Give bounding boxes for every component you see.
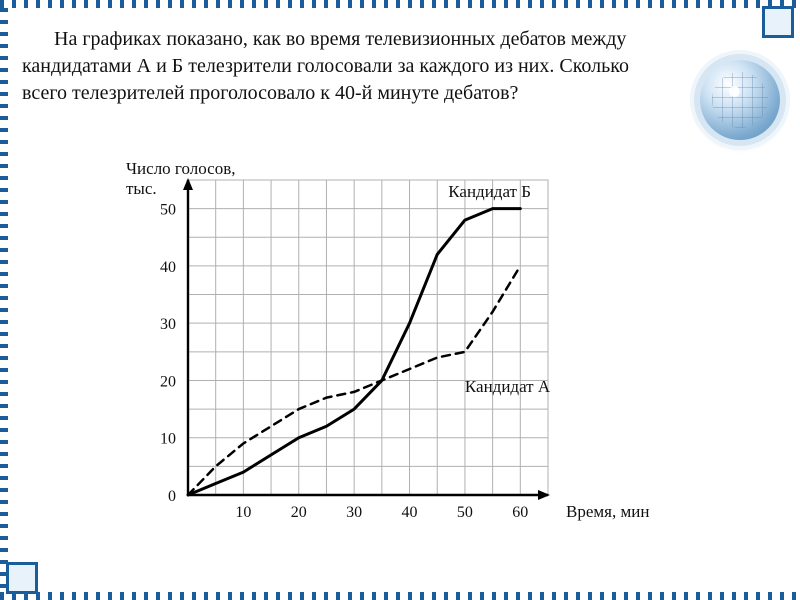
y-tick-label: 50 (160, 202, 176, 219)
globe-icon (700, 60, 780, 140)
x-tick-label: 60 (512, 504, 528, 521)
question-copy: На графиках показано, как во время телев… (22, 28, 629, 104)
y-tick-label: 0 (168, 488, 176, 505)
x-tick-label: 20 (291, 504, 307, 521)
decor-border-top (0, 0, 800, 8)
x-tick-label: 50 (457, 504, 473, 521)
label-candidate-a: Кандидат А (465, 377, 551, 396)
y-axis-label-line1: Число голосов, (126, 159, 235, 178)
label-candidate-b: Кандидат Б (448, 182, 531, 201)
chart-svg: 10 20 30 40 50 60 0 10 20 30 40 50 Число голосов,тыс… (118, 150, 678, 550)
y-tick-label: 20 (160, 373, 176, 390)
page-root: На графиках показано, как во время телев… (0, 0, 800, 600)
x-tick-label: 30 (346, 504, 362, 521)
x-axis-label: Время, мин (566, 502, 649, 521)
y-tick-label: 10 (160, 431, 176, 448)
decor-corner-bl (6, 562, 38, 594)
x-tick-label: 10 (235, 504, 251, 521)
question-text: На графиках показано, как во время телев… (22, 26, 642, 107)
chart: 10 20 30 40 50 60 0 10 20 30 40 50 Число голосов,тыс… (118, 150, 678, 550)
decor-corner-tr (762, 6, 794, 38)
decor-border-right (0, 0, 8, 600)
y-tick-label: 30 (160, 316, 176, 333)
y-tick-label: 40 (160, 259, 176, 276)
x-tick-label: 40 (402, 504, 418, 521)
y-axis-label-line2: тыс. (126, 179, 157, 198)
decor-border-bottom (0, 592, 800, 600)
plot-frame (188, 180, 548, 495)
